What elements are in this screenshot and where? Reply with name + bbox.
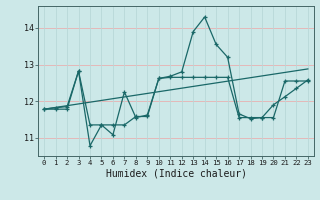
X-axis label: Humidex (Indice chaleur): Humidex (Indice chaleur) [106,169,246,179]
